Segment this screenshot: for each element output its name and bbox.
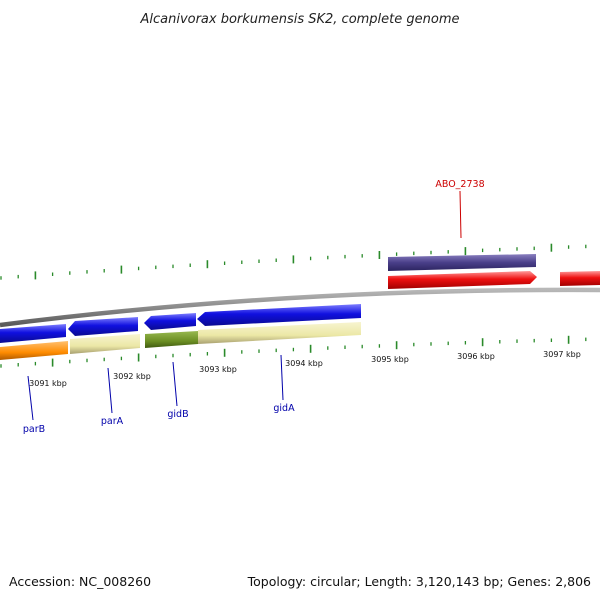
label-leader-abo-2738 <box>459 190 462 239</box>
scale-label-3091: 3091 kbp <box>29 379 67 388</box>
forward-strand-genes <box>388 254 600 289</box>
scale-label-3097: 3097 kbp <box>543 350 581 359</box>
label-leader-gidb <box>172 361 178 407</box>
gene-label-gida: gidA <box>273 403 295 414</box>
gene-labels: parB parA gidB gidA ABO_2738 <box>23 179 485 435</box>
gene-parb-arrow <box>0 324 66 343</box>
genome-backbone <box>0 287 600 328</box>
scale-label-3093: 3093 kbp <box>199 365 237 374</box>
gene-red-arrow <box>560 271 600 286</box>
gene-gidb-feature <box>145 331 198 348</box>
gene-para-feature <box>70 334 140 354</box>
gene-gida-feature <box>198 322 361 344</box>
gene-label-parb: parB <box>23 424 45 435</box>
accession-text: Accession: NC_008260 <box>9 574 151 589</box>
label-leader-parb <box>27 375 34 421</box>
genome-summary-text: Topology: circular; Length: 3,120,143 bp… <box>247 574 591 589</box>
scale-label-3096: 3096 kbp <box>457 352 495 361</box>
label-leader-gida <box>280 354 284 401</box>
gene-label-para: parA <box>101 416 124 427</box>
gene-gidb-arrow <box>144 313 196 330</box>
gene-abo-2738-feature <box>388 254 536 271</box>
gene-parb-feature <box>0 341 68 360</box>
reverse-strand-genes <box>0 304 361 360</box>
gene-label-gidb: gidB <box>167 409 188 420</box>
outer-tick-marks <box>0 243 587 280</box>
gene-gida-arrow <box>197 304 361 326</box>
gene-para-arrow <box>68 317 138 336</box>
gene-label-abo-2738: ABO_2738 <box>435 179 484 190</box>
label-leader-para <box>107 367 113 414</box>
scale-label-3092: 3092 kbp <box>113 372 151 381</box>
gene-abo-2738-arrow <box>388 271 537 289</box>
scale-labels: 3091 kbp 3092 kbp 3093 kbp 3094 kbp 3095… <box>29 350 581 388</box>
inner-tick-marks <box>0 335 587 368</box>
scale-label-3095: 3095 kbp <box>371 355 409 364</box>
scale-label-3094: 3094 kbp <box>285 359 323 368</box>
map-title: Alcanivorax borkumensis SK2, complete ge… <box>139 12 459 27</box>
